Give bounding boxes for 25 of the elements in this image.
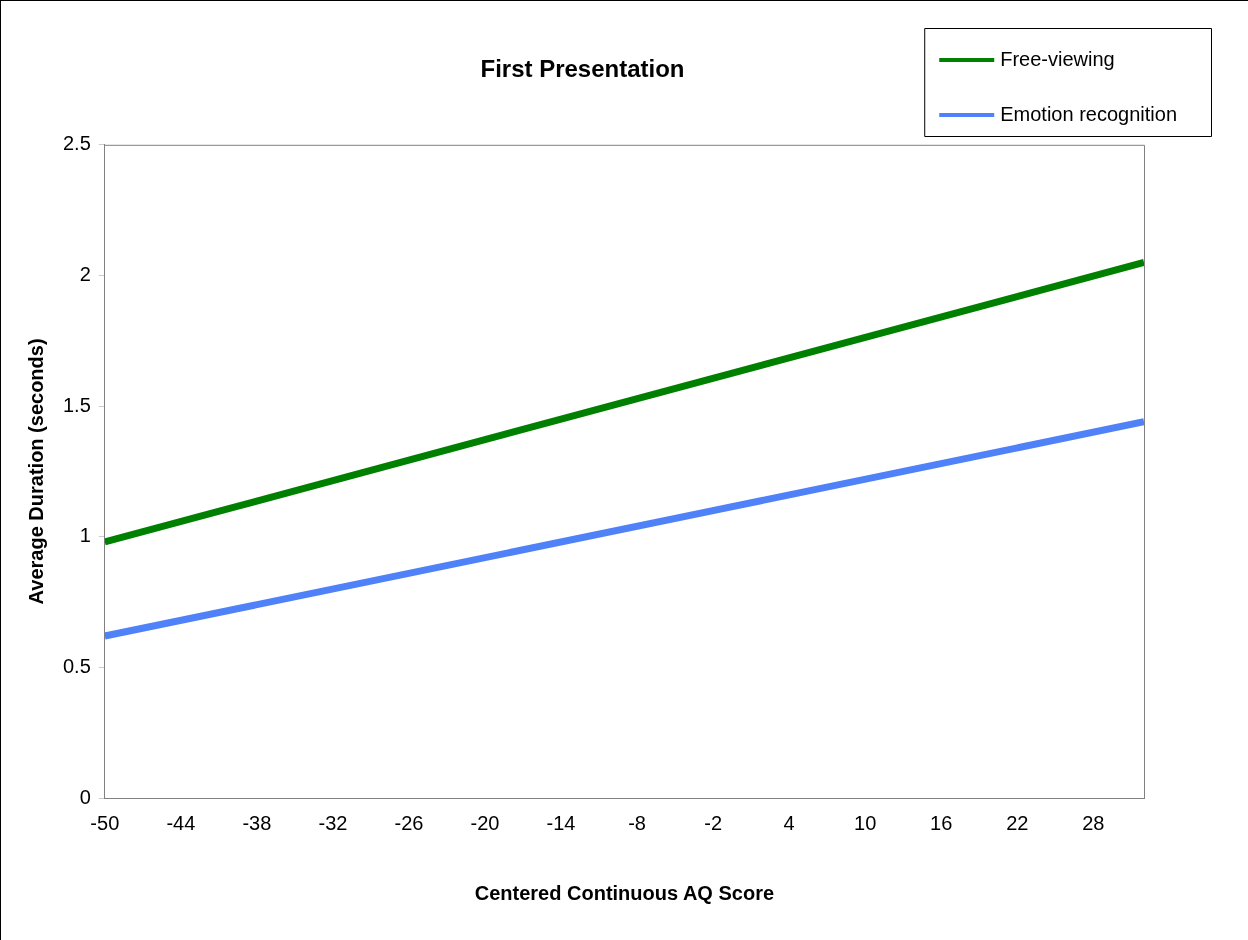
x-tick-label: 28 (1082, 811, 1105, 834)
y-tick-label: 2.5 (62, 132, 91, 155)
y-tick-label: 2 (79, 262, 91, 285)
y-tick-label: 0.5 (62, 654, 91, 677)
chart-title: First Presentation (480, 55, 685, 83)
y-tick-label: 1 (79, 524, 91, 547)
x-tick-label: -8 (628, 811, 646, 834)
x-tick-label: 4 (783, 811, 795, 834)
x-tick-label: -44 (166, 811, 196, 834)
x-tick-label: -38 (242, 811, 272, 834)
y-tick-label: 0 (79, 785, 91, 808)
x-tick-label: -50 (90, 811, 120, 834)
x-tick-label: 16 (930, 811, 953, 834)
y-tick-label: 1.5 (62, 393, 91, 416)
legend-label: Free-viewing (1000, 47, 1115, 70)
y-axis-title: Average Duration (seconds) (24, 338, 47, 605)
x-tick-label: 10 (854, 811, 877, 834)
x-tick-label: -32 (318, 811, 348, 834)
x-tick-label: -2 (704, 811, 723, 834)
x-tick-label: 22 (1006, 811, 1029, 834)
legend-label: Emotion recognition (1000, 102, 1178, 125)
x-tick-label: -14 (546, 811, 576, 834)
x-axis-title: Centered Continuous AQ Score (474, 881, 775, 904)
x-tick-label: -20 (470, 811, 500, 834)
x-tick-label: -26 (394, 811, 424, 834)
